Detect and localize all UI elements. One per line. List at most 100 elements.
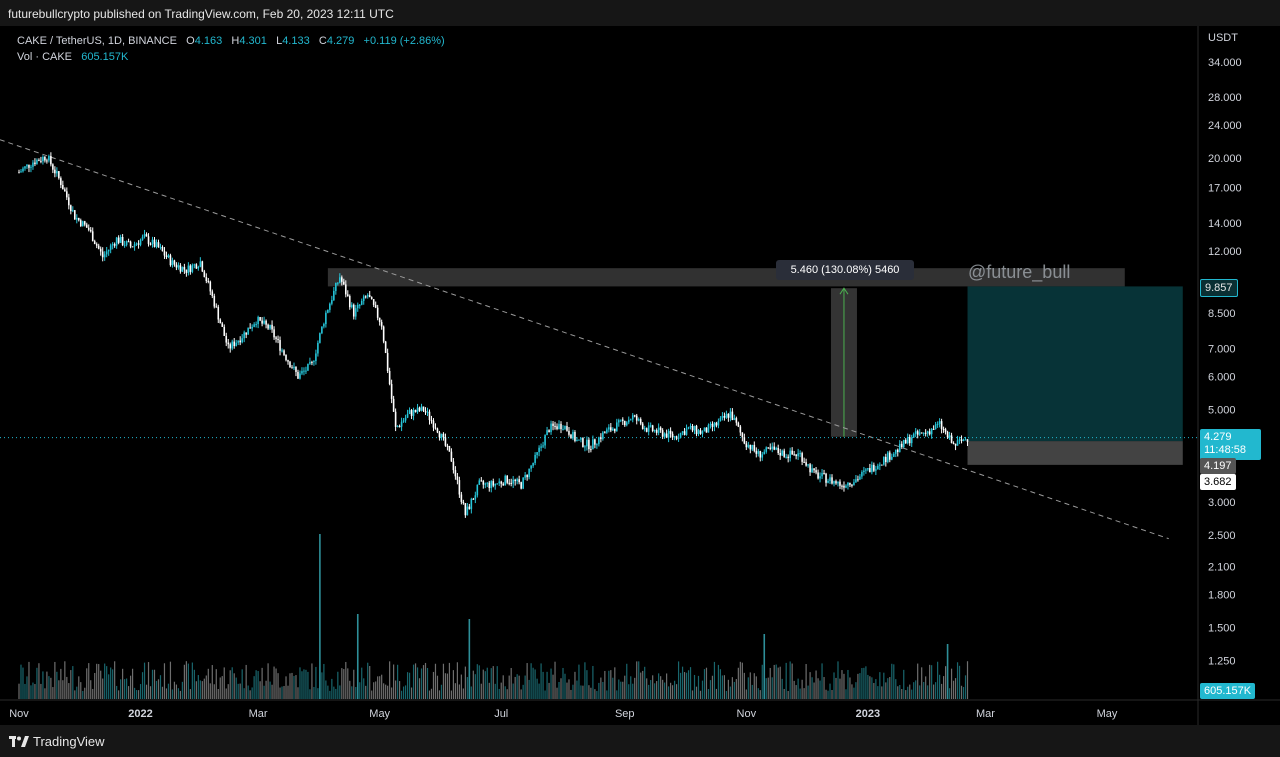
volume-bar xyxy=(687,670,690,699)
candle-body xyxy=(317,342,319,354)
candle-body xyxy=(781,450,783,456)
legend-high-label: H xyxy=(231,35,240,47)
volume-bar xyxy=(209,683,211,699)
volume-bar xyxy=(815,670,817,699)
volume-bar xyxy=(709,680,712,699)
volume-bar xyxy=(54,661,56,699)
candle-body xyxy=(311,362,313,364)
candle-body xyxy=(562,428,564,430)
volume-bar xyxy=(102,678,104,699)
candle-body xyxy=(711,423,714,427)
candle-body xyxy=(386,352,389,372)
volume-bar xyxy=(271,684,273,699)
candle-body xyxy=(428,411,431,421)
volume-bar xyxy=(670,682,672,699)
volume-bar xyxy=(389,661,391,699)
volume-bar xyxy=(149,686,152,699)
candle-body xyxy=(75,217,78,220)
candle-body xyxy=(323,324,325,327)
candle-body xyxy=(171,260,174,266)
publish-info: futurebullcrypto published on TradingVie… xyxy=(8,7,394,21)
candle-body xyxy=(418,407,421,411)
volume-bar xyxy=(492,666,494,699)
volume-bar xyxy=(195,681,197,699)
candle-body xyxy=(50,156,52,165)
volume-bar xyxy=(610,670,612,699)
candle-body xyxy=(199,261,202,267)
candle-body xyxy=(807,464,809,466)
candle-body xyxy=(40,160,42,162)
volume-bar xyxy=(416,667,419,699)
price-chart-svg[interactable]: USDT 34.000 28.000 24.000 20.000 17.000 14.000… xyxy=(0,26,1280,725)
tradingview-brand[interactable]: TradingView xyxy=(9,734,105,749)
candle-body xyxy=(606,429,608,433)
volume-bar xyxy=(341,668,343,699)
candle-body xyxy=(89,229,92,232)
candle-body xyxy=(28,164,30,168)
candle-body xyxy=(34,162,36,165)
volume-bar xyxy=(835,677,837,699)
candle-body xyxy=(715,422,718,426)
volume-bar xyxy=(259,681,261,699)
candle-body xyxy=(825,473,827,483)
volume-bar xyxy=(44,688,46,699)
candle-body xyxy=(87,227,90,230)
volume-bar xyxy=(827,690,829,699)
legend-change: +0.119 (+2.86%) xyxy=(363,35,445,47)
volume-bar xyxy=(28,661,30,699)
volume-bar xyxy=(673,680,676,699)
candle-body xyxy=(66,191,68,198)
volume-bar xyxy=(213,684,215,699)
volume-bar xyxy=(327,685,329,699)
x-tick-label: 2022 xyxy=(128,708,152,720)
long-target-zone xyxy=(967,286,1183,442)
candle-body xyxy=(930,428,933,435)
candle-body xyxy=(438,432,441,438)
volume-bar xyxy=(701,680,704,699)
volume-bar xyxy=(448,662,451,699)
volume-bar xyxy=(181,681,183,699)
candle-body xyxy=(105,251,108,255)
candle-body xyxy=(851,484,853,486)
candle-body xyxy=(269,324,271,329)
candle-body xyxy=(765,447,768,452)
volume-bar xyxy=(861,667,863,699)
volume-bar xyxy=(373,682,375,699)
x-tick-label: Jul xyxy=(494,708,508,720)
volume-bar xyxy=(735,679,737,699)
volume-bar xyxy=(616,690,618,699)
candle-body xyxy=(731,411,734,420)
candle-body xyxy=(325,312,327,325)
candle-body xyxy=(476,484,479,496)
volume-bar xyxy=(484,671,486,699)
chart-area[interactable]: USDT 34.000 28.000 24.000 20.000 17.000 14.000… xyxy=(0,26,1280,725)
candle-body xyxy=(877,465,879,470)
candle-body xyxy=(422,406,425,411)
candle-body xyxy=(101,251,104,258)
candle-body xyxy=(245,332,247,335)
volume-bar xyxy=(893,664,895,699)
volume-bar xyxy=(699,690,702,699)
candle-body xyxy=(237,340,239,343)
volume-bar xyxy=(38,663,40,699)
volume-bar xyxy=(263,685,265,699)
volume-bar xyxy=(207,668,209,699)
candle-body xyxy=(763,451,766,455)
volume-bar xyxy=(74,690,76,699)
volume-bar xyxy=(169,661,172,699)
candle-body xyxy=(169,255,172,266)
current-price-label: 4.279 11:48:58 xyxy=(1200,429,1261,460)
y-tick-label: 28.000 xyxy=(1208,92,1242,104)
candle-body xyxy=(510,482,512,484)
volume-bar xyxy=(691,690,694,699)
volume-bar xyxy=(98,664,100,699)
volume-bar xyxy=(851,684,853,699)
volume-bar xyxy=(223,667,225,699)
volume-bar xyxy=(353,669,355,699)
candle-body xyxy=(309,362,311,364)
y-tick-label: 1.500 xyxy=(1208,623,1236,635)
volume-bar xyxy=(528,679,530,699)
candle-body xyxy=(934,424,937,430)
volume-bar xyxy=(923,681,925,699)
candle-body xyxy=(793,454,795,456)
